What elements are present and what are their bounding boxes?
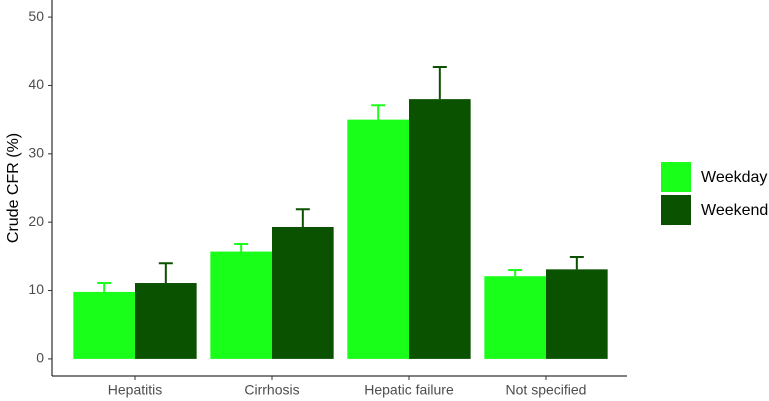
error-bar: [295, 208, 310, 227]
y-tick-label: 10: [28, 281, 44, 297]
bar: [135, 283, 197, 359]
x-tick-label: Cirrhosis: [244, 382, 299, 398]
bar: [272, 226, 334, 359]
error-bar: [371, 104, 386, 120]
error-bar: [234, 243, 249, 252]
legend-key: [661, 162, 691, 192]
y-tick-label: 30: [28, 145, 44, 161]
y-tick-label: 20: [28, 213, 44, 229]
x-tick-label: Not specified: [506, 382, 587, 398]
x-tick-label: Hepatic failure: [364, 382, 454, 398]
y-tick-label: 0: [36, 350, 44, 366]
bar: [210, 251, 272, 359]
error-bar: [158, 262, 173, 284]
x-tick-label: Hepatitis: [108, 382, 162, 398]
y-tick-label: 40: [28, 76, 44, 92]
error-bar: [508, 269, 523, 277]
error-bar: [432, 65, 447, 100]
legend-label: Weekday: [701, 169, 767, 186]
bar: [73, 291, 135, 359]
error-bar: [97, 282, 112, 292]
error-bar: [569, 256, 584, 270]
y-axis-title: Crude CFR (%): [5, 133, 22, 243]
bar: [484, 276, 546, 359]
bar: [546, 269, 608, 359]
legend-label: Weekend: [701, 202, 768, 219]
bar: [347, 119, 409, 359]
bar: [409, 99, 471, 359]
y-tick-label: 50: [28, 8, 44, 24]
legend-key: [661, 195, 691, 225]
